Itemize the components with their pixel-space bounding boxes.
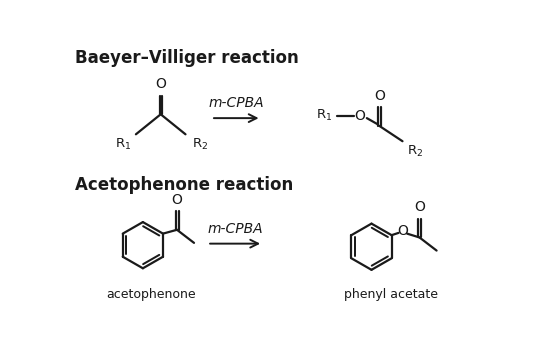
Text: O: O: [355, 109, 365, 123]
Text: Acetophenone reaction: Acetophenone reaction: [75, 176, 293, 194]
Text: O: O: [414, 201, 425, 214]
Text: O: O: [155, 77, 166, 91]
Text: phenyl acetate: phenyl acetate: [344, 288, 438, 301]
Text: O: O: [374, 89, 384, 103]
Text: R$_2$: R$_2$: [407, 144, 423, 159]
Text: m-CPBA: m-CPBA: [207, 222, 263, 236]
Text: O: O: [172, 193, 182, 207]
Text: R$_2$: R$_2$: [192, 138, 208, 152]
Text: m-CPBA: m-CPBA: [208, 96, 264, 110]
Text: acetophenone: acetophenone: [106, 288, 196, 301]
Text: O: O: [397, 224, 408, 238]
Text: R$_1$: R$_1$: [316, 108, 332, 123]
Text: Baeyer–Villiger reaction: Baeyer–Villiger reaction: [75, 49, 299, 67]
Text: R$_1$: R$_1$: [115, 138, 131, 152]
